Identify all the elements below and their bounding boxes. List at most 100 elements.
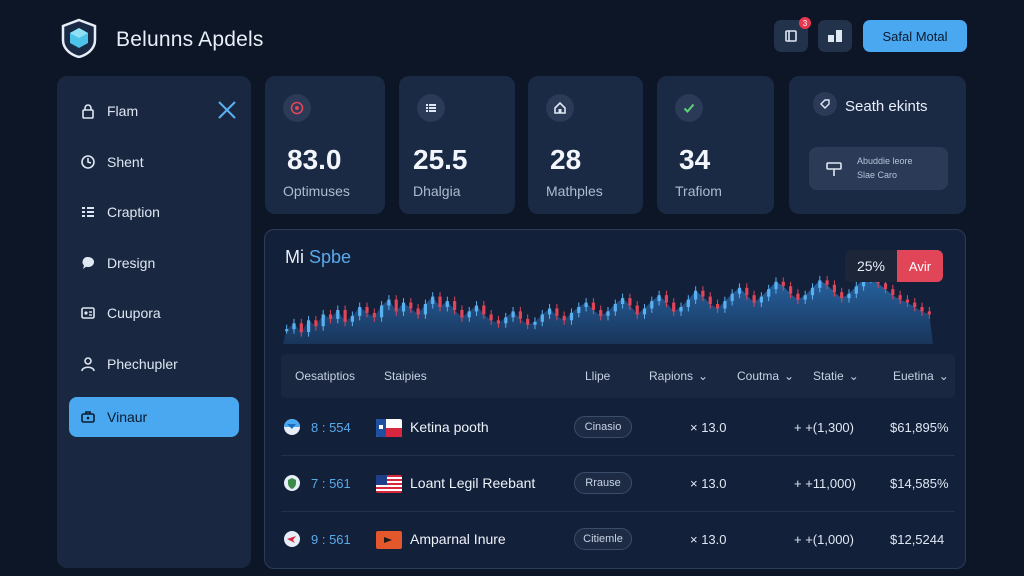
row-tag[interactable]: Rrause	[574, 472, 632, 494]
chart-candle	[548, 308, 552, 315]
chart-candle	[431, 296, 435, 304]
search-card-title: Seath ekints	[845, 98, 928, 115]
chart-candle	[292, 323, 296, 330]
chart-candle	[584, 302, 588, 307]
primary-action-button[interactable]: Safal Motal	[863, 20, 967, 52]
chart-candle	[840, 292, 844, 299]
chart-candle	[445, 301, 449, 307]
sidebar-item-craption[interactable]: Craption	[69, 192, 239, 232]
chart-candle	[832, 284, 836, 293]
chart-candle	[358, 307, 362, 316]
chart-candle	[825, 280, 829, 285]
user-icon	[77, 353, 99, 375]
chart-candle	[752, 295, 756, 303]
table-row[interactable]: 8 : 554 Ketina pooth Cinasio × 13.0 + +(…	[281, 400, 955, 456]
chart-candle	[672, 302, 676, 312]
chart-candle	[810, 287, 815, 296]
chart-candle	[423, 304, 427, 315]
sidebar-item-label: Craption	[107, 204, 160, 220]
sidebar-item-shent[interactable]: Shent	[69, 142, 239, 182]
chart-candle	[686, 299, 690, 307]
chart-title-part2: Spbe	[309, 247, 352, 267]
close-icon[interactable]	[216, 99, 238, 121]
chart-candle	[321, 314, 325, 327]
sidebar-item-flam[interactable]: Flam	[69, 91, 239, 131]
chart-candle	[336, 310, 340, 319]
chart-candle	[365, 307, 369, 313]
column-header[interactable]: Statie ⌄	[813, 369, 859, 383]
target-icon	[283, 94, 311, 122]
chart-candle	[489, 314, 493, 321]
sidebar-item-dresign[interactable]: Dresign	[69, 243, 239, 283]
chart-candle	[467, 311, 471, 318]
flag-icon	[376, 531, 402, 549]
chart-candle	[482, 305, 486, 315]
chart-candle	[737, 287, 742, 294]
search-box[interactable]: Abuddie leore Slae Caro	[809, 147, 948, 190]
chart-candle	[380, 305, 384, 318]
row-id: 8 : 554	[311, 420, 351, 435]
stat-card-mathples[interactable]: 28 Mathples	[528, 76, 643, 214]
column-header[interactable]: Rapions ⌄	[649, 369, 709, 383]
stat-value: 34	[679, 144, 711, 175]
chart-candle	[350, 315, 354, 322]
chart-candle	[474, 305, 479, 312]
row-tag[interactable]: Cinasio	[574, 416, 632, 438]
sidebar-item-cuupora[interactable]: Cuupora	[69, 293, 239, 333]
chevron-down-icon: ⌄	[784, 369, 795, 383]
sidebar-item-vinaur[interactable]: Vinaur	[69, 397, 239, 437]
chart-candle	[460, 310, 464, 318]
notifications-button[interactable]: 3	[774, 17, 811, 52]
chart-title: Mi Spbe	[285, 247, 351, 268]
chevron-down-icon: ⌄	[848, 369, 859, 383]
card-icon	[77, 302, 99, 324]
chart-candle	[438, 296, 442, 307]
chart-area	[283, 273, 933, 344]
list-icon	[417, 94, 445, 122]
chart-candle	[307, 320, 311, 333]
chart-candle	[540, 314, 544, 322]
chart-value-pill[interactable]: 25% Avir	[845, 250, 943, 282]
stat-card-dhalgia[interactable]: 25.5 Dhalgia	[399, 76, 515, 214]
stat-card-optimuses[interactable]: 83.0 Optimuses	[265, 76, 385, 214]
chart-candle	[759, 296, 763, 303]
shield-icon	[284, 475, 300, 491]
sidebar-item-label: Phechupler	[107, 356, 178, 372]
row-name: Loant Legil Reebant	[410, 475, 536, 491]
chart-candle	[533, 321, 537, 325]
column-header[interactable]: Coutma ⌄	[737, 369, 795, 383]
column-header[interactable]: Staipies	[384, 369, 427, 383]
chart-candle	[511, 311, 515, 318]
chart-candle	[453, 301, 457, 310]
chart-candle	[314, 320, 318, 327]
grid-view-button[interactable]	[818, 20, 852, 52]
grid-icon	[828, 30, 842, 42]
chart-candle	[555, 308, 559, 316]
row-tag[interactable]: Citiemle	[574, 528, 632, 550]
column-header[interactable]: Llipe	[585, 369, 611, 383]
chart-candle	[883, 283, 888, 290]
chart-candle	[847, 293, 851, 299]
stat-value: 25.5	[413, 144, 468, 175]
table-row[interactable]: 7 : 561 Loant Legil Reebant Rrause × 13.…	[281, 456, 955, 512]
table-header: Oesatiptios Staipies Llipe Rapions ⌄ Cout…	[281, 354, 955, 398]
app-title: Belunns Apdels	[116, 28, 264, 51]
main-panel: Mi Spbe 25% Avir Oesatiptios Staipies Ll…	[264, 229, 966, 569]
chart-candle	[635, 305, 639, 315]
sidebar-item-phechupler[interactable]: Phechupler	[69, 344, 239, 384]
chart-candle	[723, 301, 727, 309]
table-row[interactable]: 9 : 561 Amparnal Inure Citiemle × 13.0 +…	[281, 512, 955, 568]
home-icon	[546, 94, 574, 122]
column-header[interactable]: Euetina ⌄	[893, 369, 949, 383]
row-name: Amparnal Inure	[410, 531, 506, 547]
price-chart[interactable]	[283, 250, 933, 350]
check-icon	[675, 94, 703, 122]
document-icon	[785, 30, 797, 42]
chart-candle	[664, 295, 668, 303]
sidebar	[57, 76, 251, 568]
column-header[interactable]: Oesatiptios	[295, 369, 356, 383]
bird-icon	[284, 531, 300, 547]
sidebar-item-label: Vinaur	[107, 409, 148, 425]
pill-action-button[interactable]: Avir	[897, 250, 943, 282]
stat-card-trafiom[interactable]: 34 Trafiom	[657, 76, 774, 214]
